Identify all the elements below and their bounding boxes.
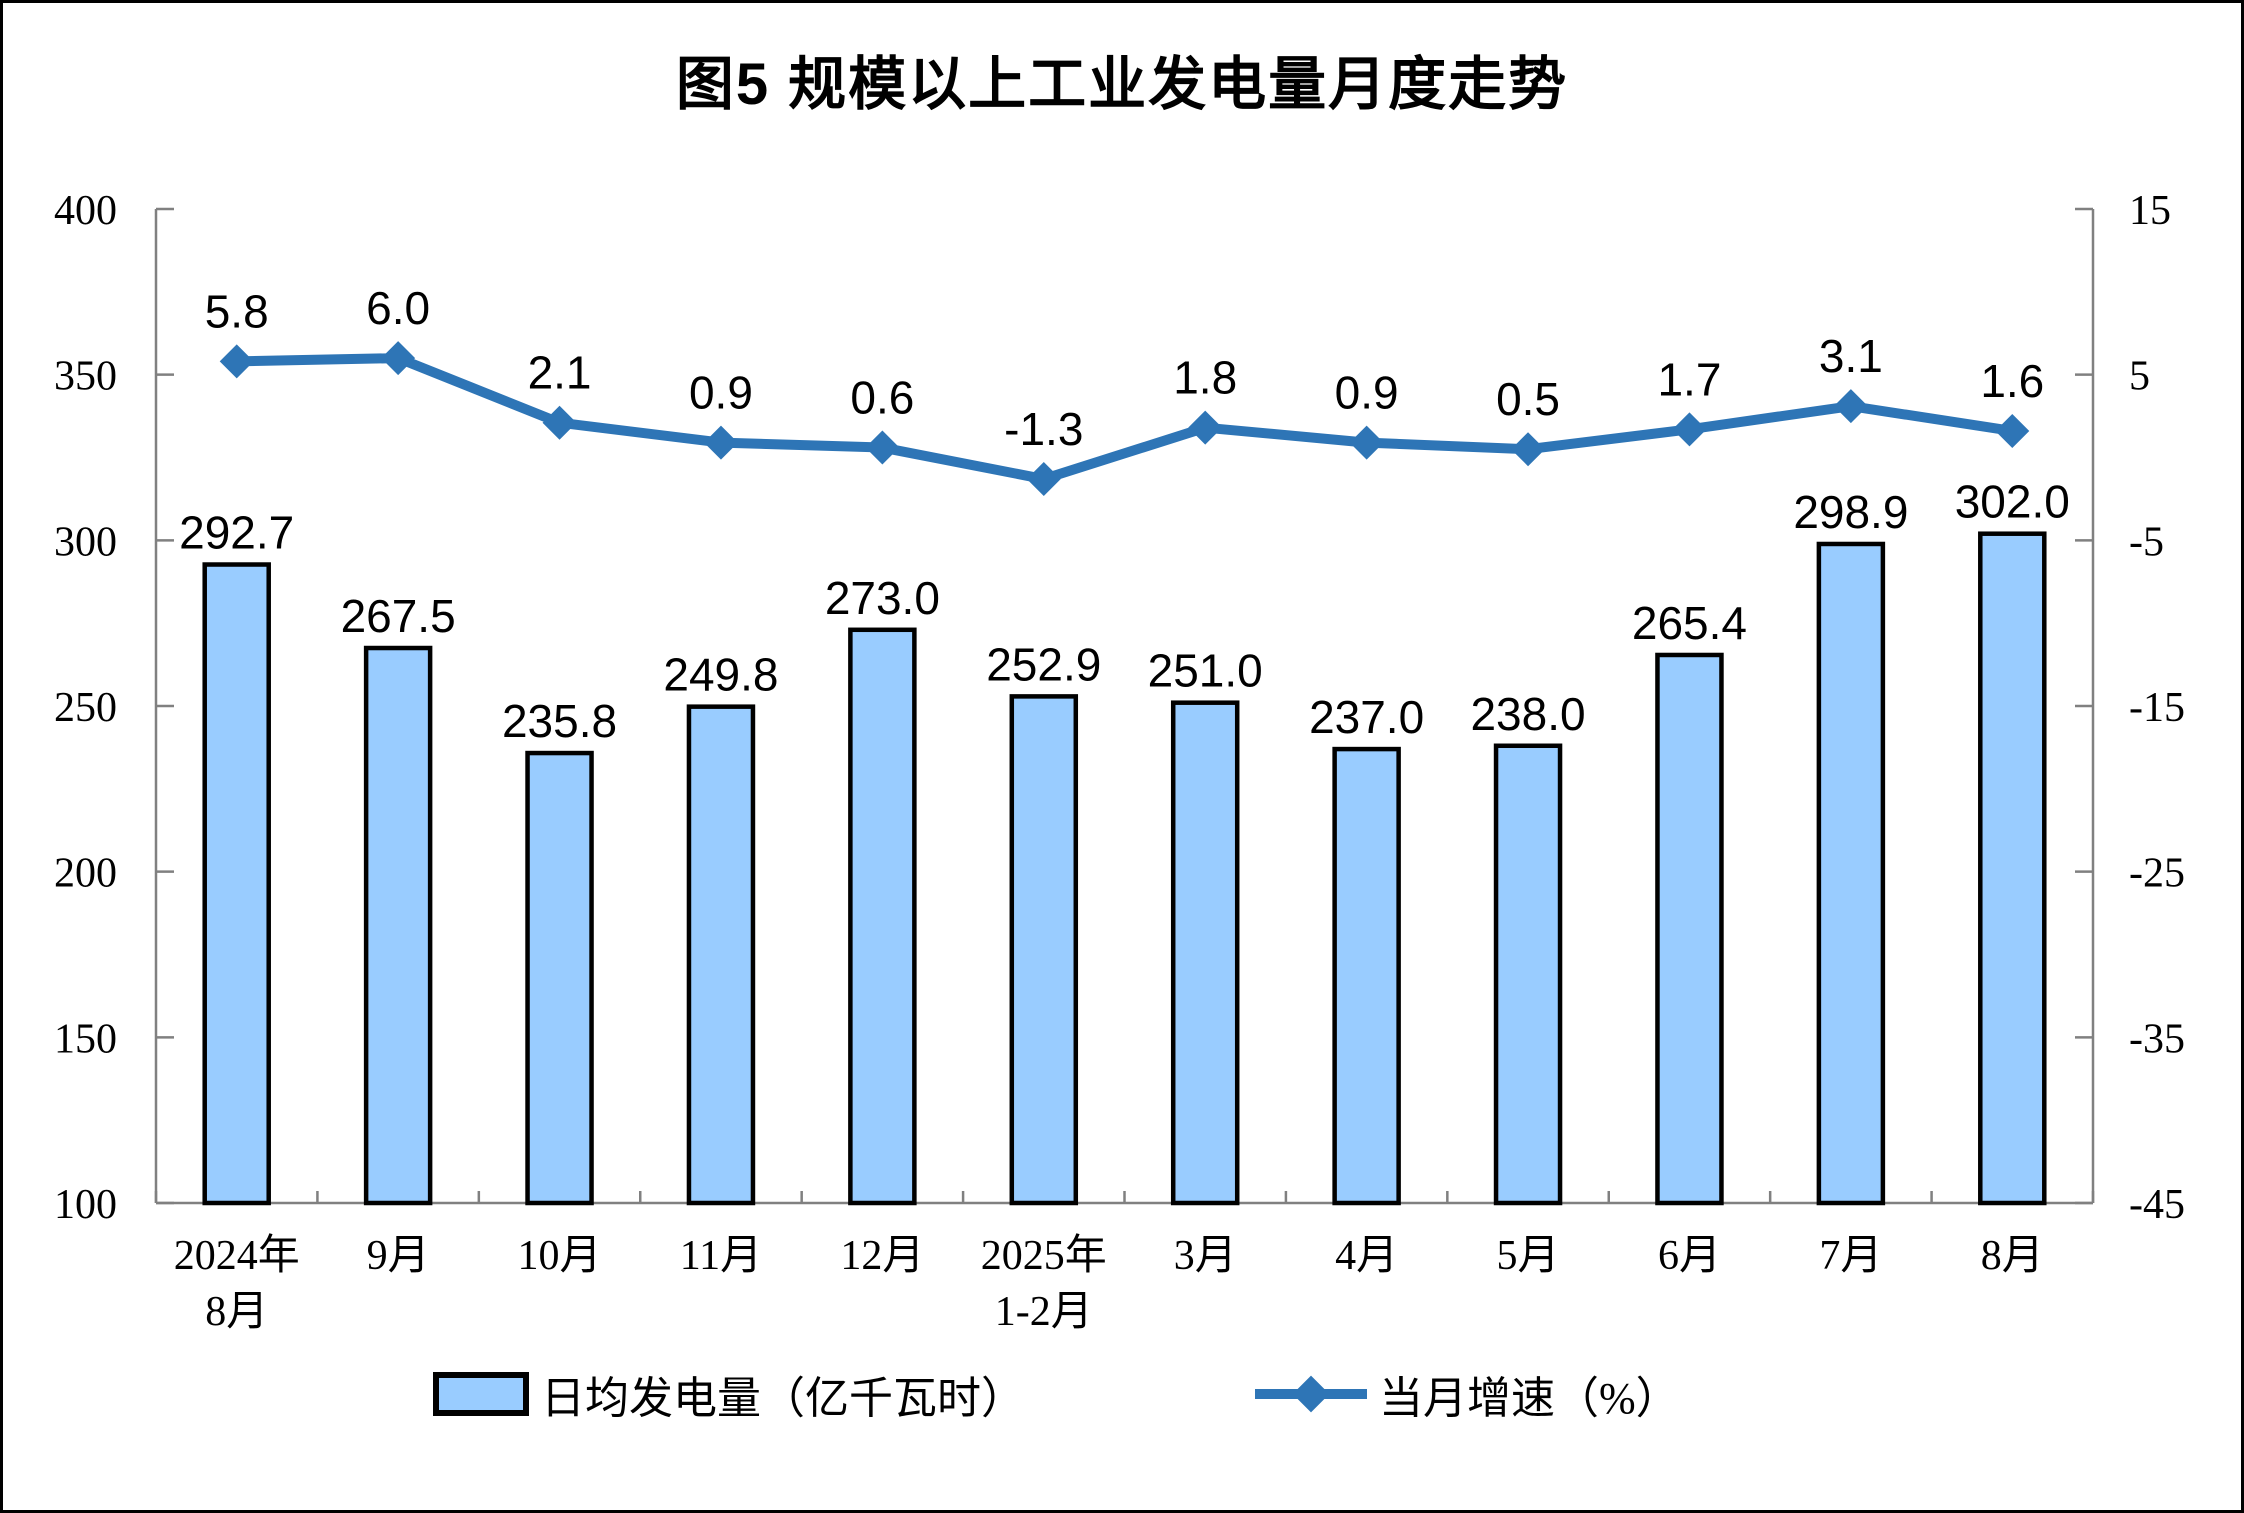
- line-marker-0: [219, 344, 254, 379]
- bar-value-label: 237.0: [1309, 691, 1424, 743]
- bar-value-label: 267.5: [341, 590, 456, 642]
- line-value-label: 1.6: [1980, 355, 2044, 407]
- bar-value-label: 249.8: [663, 649, 778, 701]
- line-value-label: 1.7: [1657, 353, 1721, 405]
- growth-line: [231, 353, 2018, 485]
- bar-9: [1655, 652, 1724, 1206]
- line-marker-11: [1995, 413, 2030, 448]
- bar-value-label: 273.0: [825, 572, 940, 624]
- bar-value-label: 252.9: [986, 638, 1101, 690]
- x-axis-category-label: 8月: [1981, 1233, 2044, 1279]
- bar-6: [1170, 700, 1240, 1206]
- legend-label-line-series: 当月增速（%）: [1379, 1374, 1680, 1423]
- line-marker-9: [1672, 412, 1707, 447]
- line-marker-4: [865, 430, 900, 465]
- x-axis-category-label: 12月: [840, 1233, 924, 1279]
- line-marker-1: [381, 341, 416, 376]
- bar-2: [525, 750, 594, 1206]
- line-value-label: 2.1: [528, 347, 592, 399]
- bar-value-label: 235.8: [502, 695, 617, 747]
- line-value-label: 0.9: [1335, 367, 1399, 419]
- line-value-label: -1.3: [1004, 403, 1083, 455]
- line-value-label: 0.6: [850, 372, 914, 424]
- bar-value-label: 265.4: [1632, 597, 1747, 649]
- line-value-label: 5.8: [205, 285, 269, 337]
- left-axis-tick-label: 100: [54, 1182, 117, 1228]
- legend-item-bar-series: 日均发电量（亿千瓦时）: [433, 1369, 1025, 1423]
- line-marker-8: [1511, 432, 1546, 467]
- right-axis-tick-label: -15: [2129, 685, 2185, 731]
- line-value-label: 6.0: [366, 282, 430, 334]
- bar-7: [1332, 746, 1401, 1206]
- bar-value-label: 238.0: [1470, 688, 1585, 740]
- chart-canvas: 400 350 300 250 200 150 100 15 5 -5 -15 -25 -35 -45 29…: [54, 188, 2185, 1335]
- bar-series-swatch: [433, 1372, 529, 1416]
- x-axis-category-label: 2025年: [981, 1232, 1107, 1279]
- line-series-swatch: [1255, 1369, 1367, 1419]
- right-axis-tick-label: -5: [2129, 519, 2164, 565]
- x-axis-category-label: 8月: [205, 1289, 268, 1335]
- x-axis-category-label: 2024年: [174, 1232, 300, 1279]
- x-axis-category-label: 4月: [1335, 1233, 1398, 1279]
- right-axis-tick-label: -45: [2129, 1182, 2185, 1228]
- bar-value-label: 302.0: [1955, 476, 2070, 528]
- x-axis-category-label: 7月: [1819, 1233, 1882, 1279]
- left-axis-tick-label: 150: [54, 1016, 117, 1062]
- x-axis-category-label: 3月: [1174, 1233, 1237, 1279]
- right-axis-tick-label: -25: [2129, 851, 2185, 897]
- x-axis-category-label: 11月: [680, 1233, 762, 1279]
- x-axis-category-label: 5月: [1497, 1233, 1560, 1279]
- line-marker-3: [703, 425, 738, 460]
- left-axis-tick-label: 250: [54, 685, 117, 731]
- line-value-label: 3.1: [1819, 330, 1883, 382]
- bar-5: [1009, 694, 1079, 1206]
- bar-4: [848, 627, 917, 1206]
- line-marker-7: [1349, 425, 1384, 460]
- line-marker-5: [1026, 462, 1061, 497]
- bar-value-label: 292.7: [179, 507, 294, 559]
- line-value-label: 0.5: [1496, 373, 1560, 425]
- left-axis-tick-label: 300: [54, 519, 117, 565]
- line-marker-2: [542, 405, 577, 440]
- line-value-label: 0.9: [689, 367, 753, 419]
- line-value-label: 1.8: [1173, 352, 1237, 404]
- x-axis-category-label: 9月: [367, 1233, 430, 1279]
- legend-item-line-series: 当月增速（%）: [1255, 1369, 1680, 1423]
- diamond-marker-icon: [1292, 1375, 1330, 1413]
- left-axis-tick-label: 200: [54, 851, 117, 897]
- legend-label-bar-series: 日均发电量（亿千瓦时）: [541, 1374, 1025, 1423]
- left-axis-tick-label: 400: [54, 188, 117, 234]
- left-axis-tick-label: 350: [54, 354, 117, 400]
- x-axis-category-label: 1-2月: [995, 1289, 1093, 1335]
- bar-value-label: 298.9: [1793, 486, 1908, 538]
- bar-value-label: 251.0: [1148, 645, 1263, 697]
- right-axis-tick-label: 5: [2129, 354, 2150, 400]
- x-axis-category-label: 10月: [518, 1233, 602, 1279]
- bar-10: [1816, 541, 1886, 1206]
- bar-3: [686, 704, 756, 1206]
- right-axis-tick-label: 15: [2129, 188, 2171, 234]
- x-axis-category-label: 6月: [1658, 1233, 1721, 1279]
- right-axis-tick-label: -35: [2129, 1016, 2185, 1062]
- bar-11: [1978, 531, 2047, 1206]
- line-marker-10: [1833, 389, 1868, 424]
- chart-title: 图5 规模以上工业发电量月度走势: [675, 52, 1569, 117]
- line-marker-6: [1188, 410, 1223, 445]
- bar-1: [363, 645, 433, 1206]
- bar-0: [202, 562, 271, 1206]
- bar-8: [1493, 743, 1563, 1206]
